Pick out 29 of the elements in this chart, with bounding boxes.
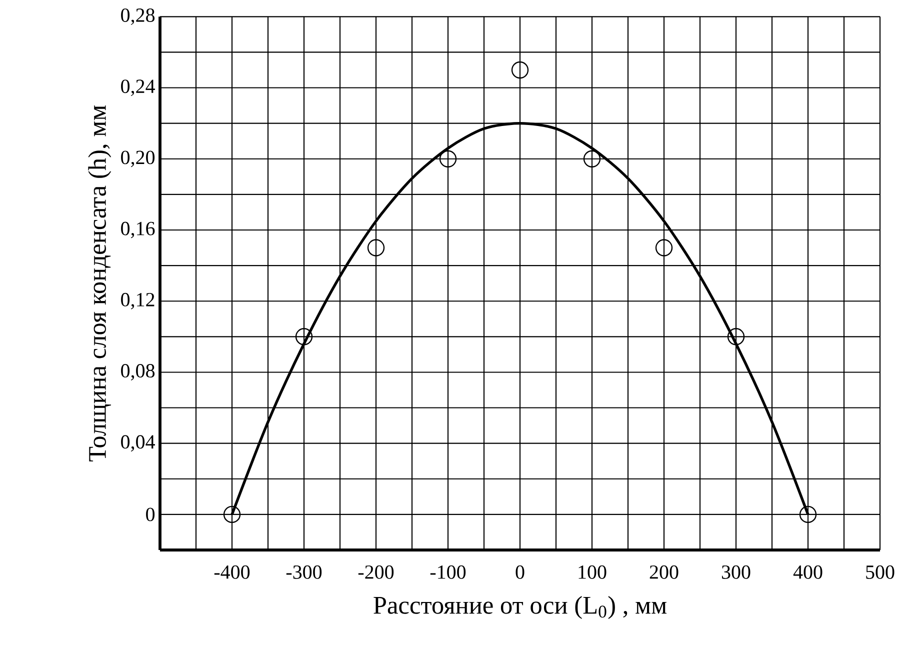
y-tick-label: 0,12	[121, 292, 154, 310]
point	[367, 239, 385, 256]
point	[511, 61, 529, 79]
point	[799, 506, 817, 524]
x-tick-label: 100	[578, 565, 606, 579]
x-axis-title: Расстояние от оси (L$_{0}$) , мм	[374, 596, 667, 619]
point	[223, 506, 241, 524]
point	[583, 150, 601, 168]
y-tick-label: 0,04	[121, 435, 155, 452]
point	[727, 328, 745, 346]
x-tick-label: 0	[516, 565, 524, 579]
x-tick-label: -200	[358, 565, 394, 579]
y-tick-label: 0,08	[121, 364, 155, 380]
x-tick-label: 200	[650, 565, 678, 579]
x-tick-label: -100	[430, 565, 466, 579]
y-tick-label: 0,20	[121, 150, 155, 168]
x-tick-label: 400	[793, 565, 822, 579]
x-tick-label: -400	[214, 565, 250, 579]
x-tick-label: 500	[866, 565, 894, 579]
x-tick-label: 300	[722, 565, 750, 579]
point	[439, 150, 457, 168]
x-tick-label: -300	[286, 565, 322, 579]
y-axis-title: Толщина слоя конденсата (h), мм	[88, 105, 112, 462]
point	[655, 239, 673, 256]
y-tick-label: 0,28	[121, 8, 155, 25]
y-tick-label: 0,16	[121, 222, 155, 238]
y-tick-label: 0	[146, 508, 155, 522]
y-tick-label: 0,24	[121, 80, 155, 96]
point	[295, 328, 313, 346]
